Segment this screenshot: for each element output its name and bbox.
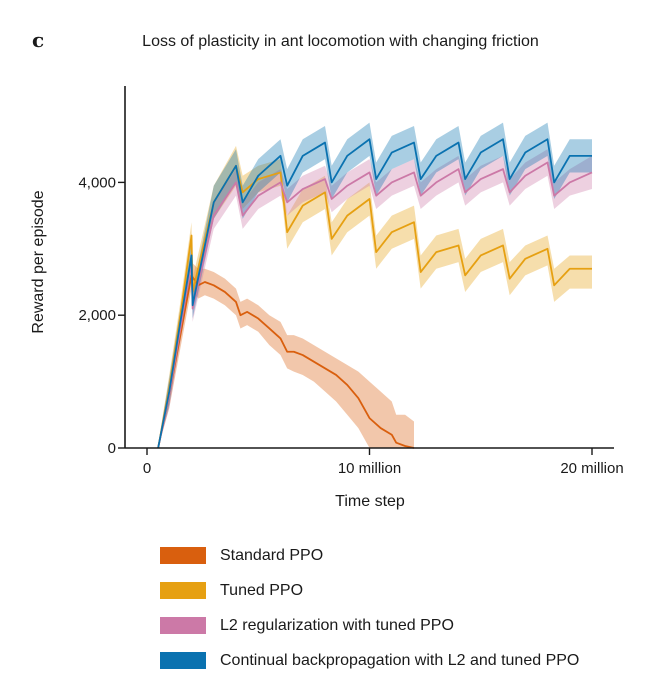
legend: Standard PPO Tuned PPO L2 regularization w…	[160, 538, 579, 678]
x-tick-label: 10 million	[338, 460, 401, 477]
band-l2-regularization-with-tuned-ppo	[158, 149, 592, 448]
legend-item: Standard PPO	[160, 538, 579, 573]
series-bands	[158, 122, 592, 448]
legend-label: Continual backpropagation with L2 and tu…	[220, 651, 580, 669]
x-ticks: 0 10 million 20 million	[143, 448, 624, 477]
x-tick-label: 20 million	[560, 460, 623, 477]
legend-label: Standard PPO	[220, 546, 324, 564]
legend-swatch	[160, 547, 206, 564]
panel-letter: c	[32, 28, 45, 52]
line-continual-backpropagation-with-l2-and-tuned-ppo	[157, 138, 592, 449]
legend-swatch	[160, 617, 206, 634]
y-tick-label: 4,000	[78, 174, 116, 191]
legend-item: L2 regularization with tuned PPO	[160, 608, 579, 643]
band-continual-backpropagation-with-l2-and-tuned-ppo	[158, 122, 592, 448]
legend-label: Tuned PPO	[220, 581, 304, 599]
y-axis-title: Reward per episode	[30, 190, 47, 333]
legend-swatch	[160, 652, 206, 669]
y-tick-label: 2,000	[78, 307, 116, 324]
legend-item: Continual backpropagation with L2 and tu…	[160, 643, 579, 678]
chart-title: Loss of plasticity in ant locomotion wit…	[142, 33, 539, 50]
legend-label: L2 regularization with tuned PPO	[220, 616, 454, 634]
y-tick-label: 0	[108, 440, 116, 457]
series-lines	[157, 138, 593, 449]
x-tick-label: 0	[143, 460, 151, 477]
y-ticks: 0 2,000 4,000	[78, 174, 125, 457]
chart-canvas: 0 2,000 4,000 0 10 million 20 million Reward…	[30, 86, 624, 510]
line-standard-ppo	[157, 274, 415, 449]
legend-item: Tuned PPO	[160, 573, 579, 608]
band-standard-ppo	[158, 262, 414, 448]
legend-swatch	[160, 582, 206, 599]
x-axis-title: Time step	[335, 493, 405, 510]
line-l2-regularization-with-tuned-ppo	[157, 161, 593, 449]
